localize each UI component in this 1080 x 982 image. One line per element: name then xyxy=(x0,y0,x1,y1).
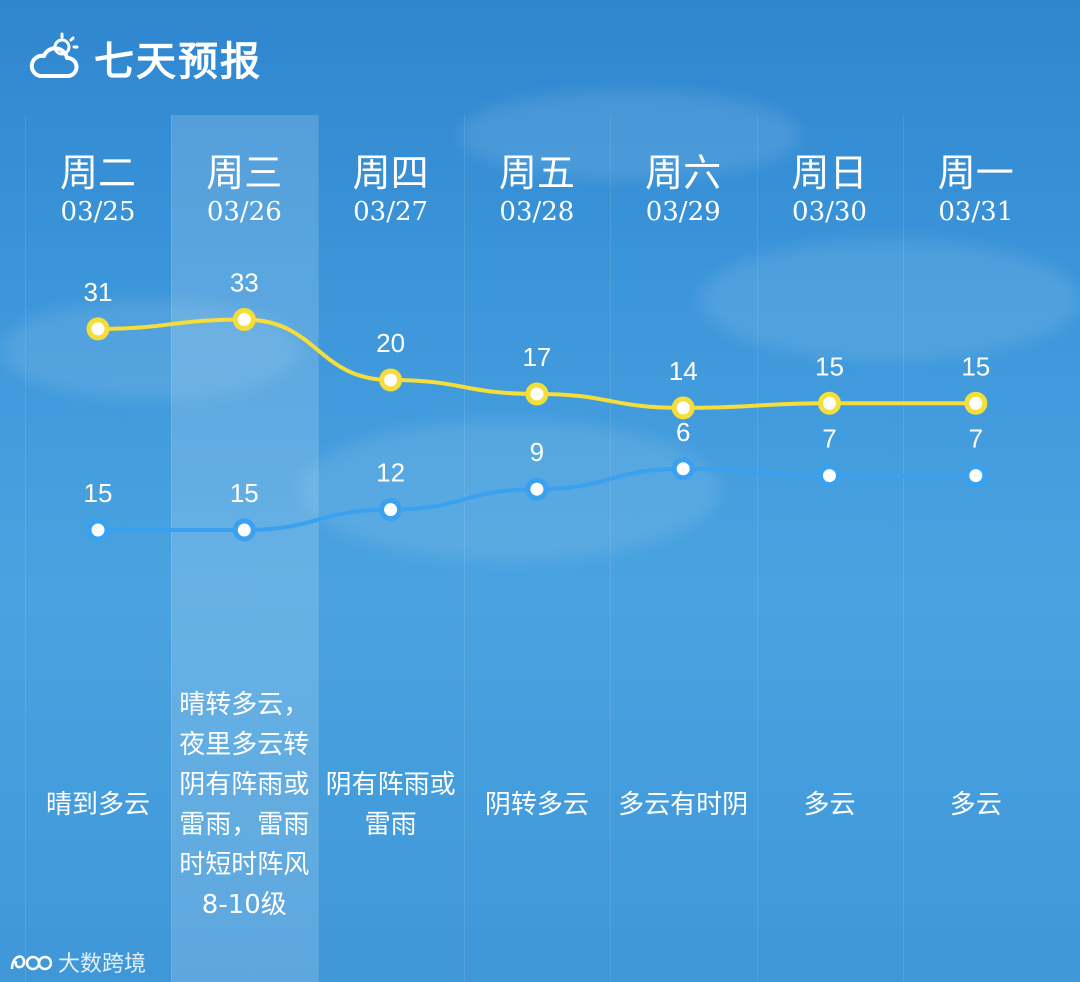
header: 七天预报 xyxy=(28,28,262,88)
low-temp-point xyxy=(379,498,403,522)
date-label: 03/30 xyxy=(792,197,867,227)
high-temp-label: 31 xyxy=(84,277,113,307)
high-temp-label: 14 xyxy=(669,356,698,386)
date-label: 03/28 xyxy=(499,197,575,227)
day-column xyxy=(610,115,757,982)
high-temp-point xyxy=(818,391,841,415)
low-temp-point xyxy=(525,477,549,501)
date-label: 03/29 xyxy=(645,197,721,227)
low-temp-label: 15 xyxy=(84,478,113,508)
day-column xyxy=(902,115,1050,982)
date-label: 03/31 xyxy=(938,197,1014,227)
day-column xyxy=(463,115,611,982)
weekday-label: 周六 xyxy=(645,151,722,195)
low-temp-point xyxy=(86,518,110,542)
watermark: 大数跨境 xyxy=(8,946,146,978)
weather-description: 晴转多云，夜里多云转阴有阵雨或雷雨，雷雨时短时阵风8-10级 xyxy=(179,690,310,920)
weekday-label: 周一 xyxy=(937,151,1014,195)
weekday-label: 周日 xyxy=(791,151,868,195)
high-temp-point xyxy=(86,317,110,341)
day-column xyxy=(25,115,172,982)
weather-description: 多云 xyxy=(803,790,856,820)
weather-description: 阴转多云 xyxy=(484,790,589,820)
low-temp-point xyxy=(232,518,256,542)
day-column xyxy=(756,115,904,982)
high-temp-point xyxy=(964,391,988,415)
date-label: 03/25 xyxy=(60,197,136,227)
logo-icon xyxy=(10,955,52,971)
high-temp-label: 17 xyxy=(522,342,551,372)
weekday-label: 周三 xyxy=(206,151,283,195)
page-title: 七天预报 xyxy=(94,39,262,85)
low-temp-label: 15 xyxy=(230,478,259,508)
weather-description: 阴有阵雨或雷雨 xyxy=(325,770,456,840)
high-temp-point xyxy=(525,382,549,406)
low-temp-label: 9 xyxy=(530,437,544,467)
low-temp-label: 6 xyxy=(676,417,690,447)
weather-description: 多云有时阴 xyxy=(618,790,749,820)
high-temp-point xyxy=(671,396,695,420)
day-column xyxy=(171,115,319,982)
low-temp-label: 7 xyxy=(969,424,983,454)
date-label: 03/27 xyxy=(353,197,429,227)
date-label: 03/26 xyxy=(206,197,282,227)
low-temp-point xyxy=(818,464,841,488)
high-temp-label: 20 xyxy=(376,328,405,358)
low-temp-label: 12 xyxy=(376,458,405,488)
high-temp-label: 33 xyxy=(230,268,259,298)
day-column xyxy=(317,115,465,982)
high-temp-label: 15 xyxy=(815,351,844,381)
weather-description: 晴到多云 xyxy=(45,790,150,820)
weekday-label: 周二 xyxy=(59,151,136,195)
weekday-label: 周五 xyxy=(498,151,575,195)
high-temp-point xyxy=(232,308,256,332)
watermark-text: 大数跨境 xyxy=(58,952,147,977)
weekday-label: 周四 xyxy=(352,151,429,195)
high-temp-point xyxy=(379,368,403,392)
partly-cloudy-icon xyxy=(29,32,79,78)
weather-description: 多云 xyxy=(949,790,1002,820)
high-temp-label: 15 xyxy=(961,351,990,381)
low-temp-label: 7 xyxy=(822,424,836,454)
low-temp-point xyxy=(964,464,988,488)
low-temp-point xyxy=(671,457,695,481)
